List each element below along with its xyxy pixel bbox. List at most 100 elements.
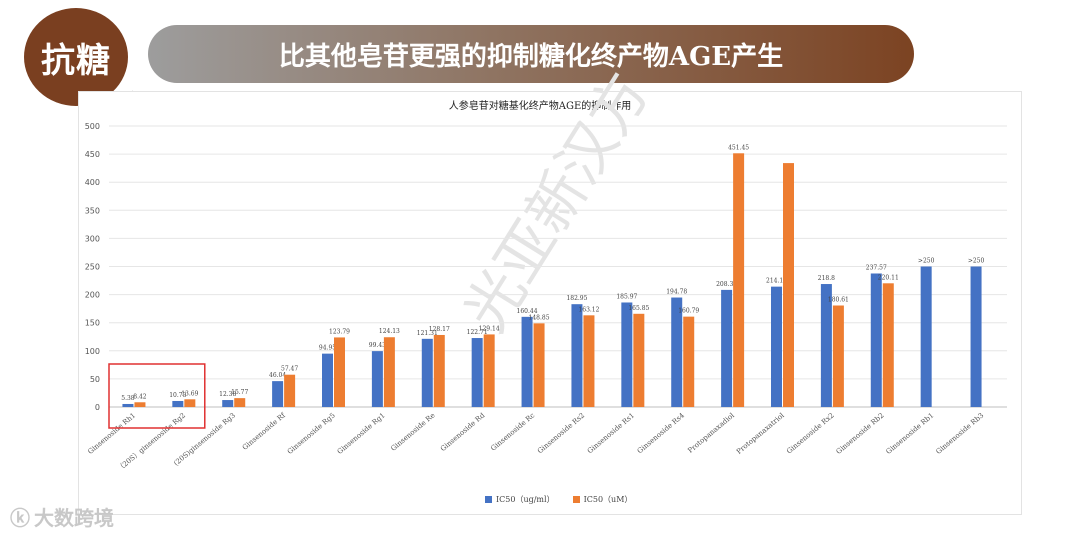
y-tick-label: 200 <box>85 291 100 300</box>
data-label: 12.38 <box>219 391 236 398</box>
bar-ugml <box>820 284 832 407</box>
bar-um <box>234 398 246 407</box>
legend-label-ugml: IC50（ug/ml） <box>496 495 555 504</box>
data-label: 185.97 <box>616 293 637 300</box>
x-tick-label: Ginsenoside Rd <box>439 411 487 453</box>
bar-um <box>633 313 645 407</box>
page-title-banner: 比其他皂苷更强的抑制糖化终产物AGE产生 <box>148 25 914 83</box>
x-tick-label: Ginsenoside Rh1 <box>86 411 137 456</box>
chart-title: 人参皂苷对糖基化终产物AGE的抑制作用 <box>448 101 632 112</box>
data-label: 57.47 <box>281 366 298 373</box>
bar-ugml <box>970 266 982 407</box>
highlight-box <box>108 363 206 429</box>
bar-um <box>533 323 545 407</box>
y-tick-label: 150 <box>85 319 100 328</box>
bar-ugml <box>920 266 932 407</box>
y-tick-label: 300 <box>85 234 100 243</box>
x-tick-label: Ginsenoside Rg1 <box>336 411 387 455</box>
data-label: 208.37 <box>716 281 737 288</box>
y-tick-label: 0 <box>95 403 100 412</box>
bar-ugml <box>471 338 483 407</box>
data-label: 194.78 <box>666 289 687 296</box>
bar-um <box>383 337 395 407</box>
corner-watermark: ⓚ 大数跨境 <box>10 502 114 531</box>
x-tick-label: Ginsenoside Rb3 <box>934 411 985 455</box>
x-tick-label: Ginsenoside Re <box>389 411 436 452</box>
legend-item-um: IC50（uM） <box>572 494 633 505</box>
watermark-logo-icon: ⓚ <box>10 506 30 530</box>
x-tick-label: Ginsenoside Rs2 <box>536 411 586 455</box>
bar-ugml <box>371 351 383 407</box>
x-tick-label: Ginsenoside Rg5 <box>286 411 337 455</box>
x-tick-label: Ginsenoside Rx2 <box>785 411 835 455</box>
data-label: 165.85 <box>628 305 649 312</box>
x-tick-label: Ginsenoside Rb2 <box>835 411 886 455</box>
legend-label-um: IC50（uM） <box>583 495 633 504</box>
data-label: 121.31 <box>417 330 438 337</box>
bar-ugml <box>721 289 733 407</box>
data-label: 122.71 <box>467 329 488 336</box>
data-label: 10.73 <box>169 392 186 399</box>
x-tick-label: Ginsenoside Rb1 <box>885 411 936 455</box>
legend-item-ugml: IC50（ug/ml） <box>485 494 555 505</box>
data-label: 94.95 <box>319 345 336 352</box>
data-label: 123.79 <box>329 328 350 335</box>
data-label: 99.43 <box>369 342 386 349</box>
data-label: 180.61 <box>828 296 849 303</box>
data-label: 129.14 <box>479 325 500 332</box>
y-tick-label: 450 <box>85 150 100 159</box>
legend-swatch-orange <box>572 496 580 503</box>
bar-um <box>134 402 146 407</box>
y-tick-label: 500 <box>85 122 100 131</box>
data-label: 163.12 <box>578 306 599 313</box>
data-label: 160.44 <box>517 308 538 315</box>
bar-um <box>783 163 794 407</box>
bar-um <box>433 334 445 407</box>
bar-um <box>683 316 695 407</box>
bar-ugml <box>272 381 284 407</box>
watermark-logo-text: 大数跨境 <box>34 506 114 530</box>
bar-ugml <box>621 302 633 407</box>
data-label: 214.16 <box>766 278 787 285</box>
bar-ugml <box>421 338 433 407</box>
bar-um <box>583 315 595 407</box>
bar-um <box>334 337 345 407</box>
data-label: 182.95 <box>566 295 587 302</box>
data-label: 46.04 <box>269 372 286 379</box>
bar-ugml <box>870 273 882 407</box>
y-tick-label: 400 <box>85 178 100 187</box>
bar-um <box>882 283 894 407</box>
bar-um <box>483 334 495 407</box>
bar-um <box>733 153 745 407</box>
y-tick-label: 350 <box>85 206 100 215</box>
data-label: >250 <box>968 258 985 265</box>
chart-card <box>78 91 1022 515</box>
bar-ugml <box>771 286 782 407</box>
x-tick-label: Ginsenoside Rs1 <box>586 411 636 455</box>
data-label: 160.79 <box>678 308 699 315</box>
data-label: 15.77 <box>231 389 248 396</box>
bar-ugml <box>222 400 234 407</box>
data-label: 13.69 <box>181 390 198 397</box>
y-tick-label: 100 <box>85 347 100 356</box>
data-label: 124.13 <box>379 328 400 335</box>
y-tick-label: 250 <box>85 263 100 272</box>
bar-um <box>832 305 844 407</box>
bar-ugml <box>122 403 134 407</box>
x-tick-label: Ginsenoside Rs4 <box>636 411 687 455</box>
title-badge: 抗糖 <box>24 8 128 106</box>
data-label: 451.45 <box>728 144 749 151</box>
x-tick-label: Protopanaxatriol <box>735 411 786 456</box>
bar-ugml <box>571 304 583 407</box>
data-label: 5.38 <box>121 395 135 402</box>
bar-ugml <box>521 316 533 407</box>
x-tick-label: Ginsenoside Rc <box>489 411 536 452</box>
y-tick-label: 50 <box>90 375 100 384</box>
bar-ugml <box>671 297 683 407</box>
x-tick-label: Ginsenoside Rf <box>241 411 288 452</box>
chart-legend: IC50（ug/ml） IC50（uM） <box>485 494 632 505</box>
data-label: 220.11 <box>878 274 899 281</box>
bar-ugml <box>322 353 333 407</box>
data-label: 128.17 <box>429 326 450 333</box>
data-label: 8.42 <box>133 393 147 400</box>
